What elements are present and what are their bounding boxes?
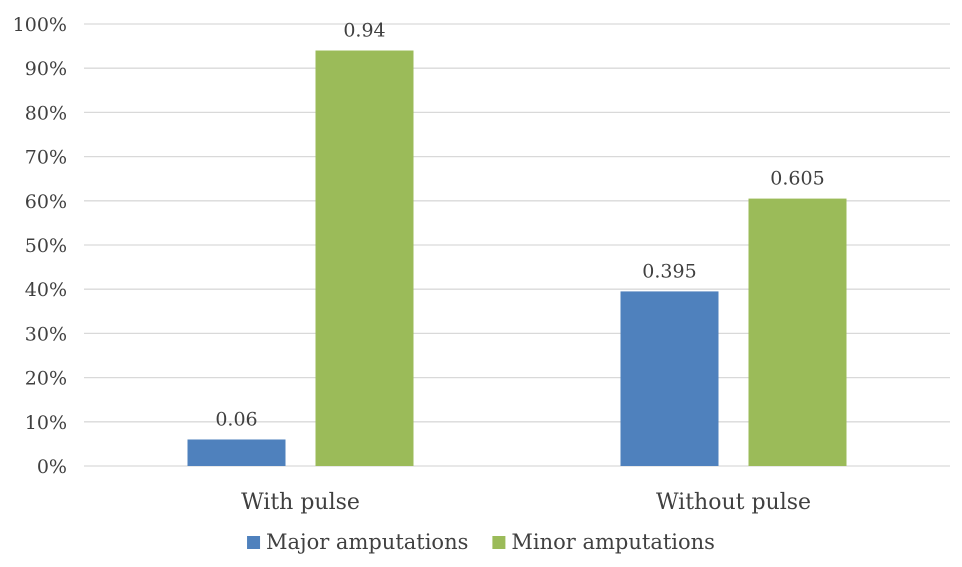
legend-label: Minor amputations — [511, 530, 715, 554]
legend-swatch — [492, 536, 506, 549]
x-axis-category-labels: With pulse Without pulse — [241, 490, 811, 515]
y-tick-label: 0% — [37, 456, 67, 478]
y-tick-label: 90% — [25, 58, 67, 80]
bar — [748, 198, 847, 466]
y-tick-label: 40% — [25, 279, 67, 301]
legend: Major amputations Minor amputations — [247, 530, 715, 554]
legend-swatch — [247, 536, 261, 549]
data-labels: 0.06 0.94 0.395 0.605 — [215, 20, 824, 431]
y-tick-label: 100% — [13, 14, 67, 36]
data-label: 0.94 — [343, 20, 385, 42]
bar — [620, 291, 719, 466]
bar — [187, 439, 286, 466]
bars — [187, 50, 847, 467]
y-tick-label: 70% — [25, 147, 67, 169]
y-tick-label: 10% — [25, 412, 67, 434]
data-label: 0.605 — [770, 168, 824, 190]
y-tick-label: 50% — [25, 235, 67, 257]
y-tick-label: 30% — [25, 323, 67, 345]
bar — [315, 50, 414, 467]
y-tick-label: 60% — [25, 191, 67, 213]
data-label: 0.06 — [215, 408, 257, 430]
data-label: 0.395 — [642, 260, 696, 282]
x-category-label: With pulse — [241, 490, 360, 515]
y-tick-label: 20% — [25, 368, 67, 390]
y-tick-label: 80% — [25, 102, 67, 124]
x-category-label: Without pulse — [656, 490, 811, 515]
y-axis-tick-labels: 0% 10% 20% 30% 40% 50% 60% 70% 80% 90% 100% — [13, 14, 67, 478]
gridlines — [84, 23, 950, 467]
legend-label: Major amputations — [266, 530, 468, 554]
